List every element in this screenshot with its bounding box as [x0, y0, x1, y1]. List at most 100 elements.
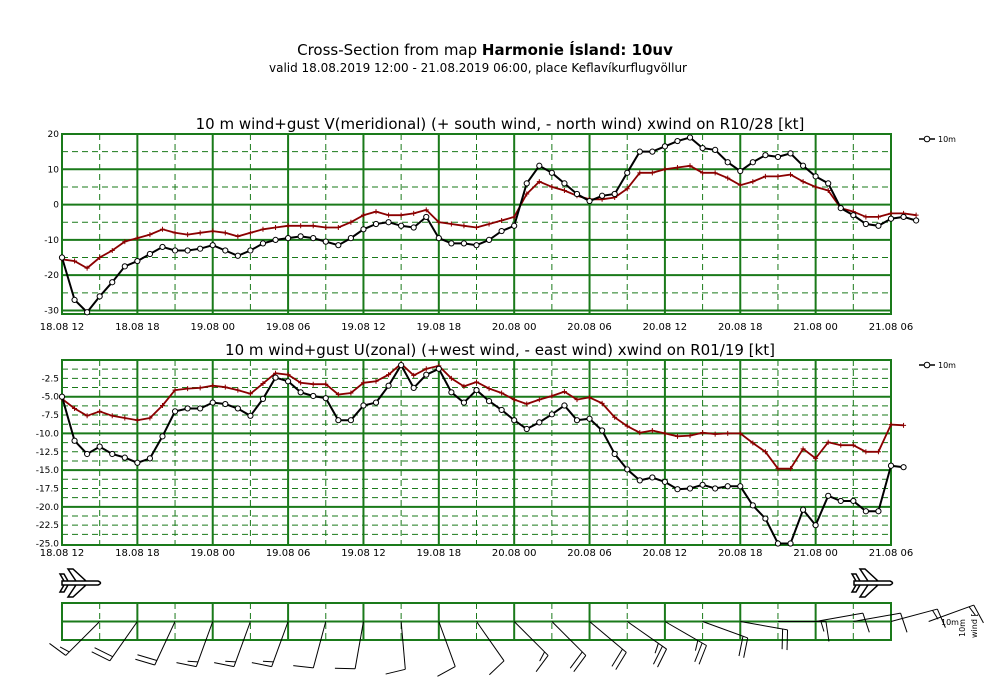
- wind10m-point: [109, 450, 116, 458]
- barb-feather: [820, 621, 825, 632]
- gust-point: [147, 415, 153, 421]
- barb-feather: [535, 655, 549, 673]
- gust-point: [423, 207, 429, 213]
- panel1-y-ticks: 20 10 0 -10 -20 -30: [44, 130, 59, 316]
- wind-barb: [777, 621, 830, 642]
- wind10m-point: [423, 213, 430, 221]
- gust-point: [109, 247, 115, 253]
- gust-point: [750, 440, 756, 446]
- barb-feather: [539, 651, 546, 662]
- wind10m-point: [259, 240, 267, 247]
- wind10m-point: [234, 252, 241, 259]
- y-tick-label: -10.0: [36, 429, 60, 439]
- x-tick-label: 20.08 12: [643, 322, 688, 333]
- wind10m-point: [435, 235, 442, 242]
- x-tick-label: 21.08 06: [869, 322, 914, 333]
- gust-point: [323, 225, 329, 231]
- wind10m-point: [900, 213, 907, 221]
- gust-point: [260, 226, 266, 232]
- wind10m-point: [109, 279, 116, 286]
- wind10m-point: [511, 222, 518, 229]
- gust-point: [700, 170, 706, 176]
- wind10m-point: [523, 425, 530, 433]
- panel2-x-ticks: 18.08 12 18.08 18 19.08 00 19.08 06 19.08 12…: [40, 548, 914, 559]
- wind10m-point: [385, 219, 392, 226]
- wind10m-point: [548, 169, 555, 176]
- x-tick-label: 21.08 00: [793, 322, 838, 333]
- barb-feather: [94, 647, 113, 658]
- wind10m-point: [712, 146, 719, 153]
- wind10m-point: [548, 411, 555, 418]
- wind-barb: [589, 621, 627, 670]
- barb-shaft: [65, 621, 101, 656]
- barb-feather: [135, 658, 155, 666]
- panel3-legend-label: 10m: [941, 618, 959, 627]
- gust-point: [134, 235, 140, 241]
- y-tick-label: -30: [44, 306, 59, 316]
- y-tick-label: -10: [44, 236, 59, 246]
- y-tick-label: -25.0: [36, 540, 60, 550]
- wind10m-point: [724, 159, 731, 166]
- wind10m-point: [812, 522, 819, 529]
- gust-point: [788, 466, 794, 472]
- gust-point: [813, 184, 819, 190]
- barb-feather: [738, 636, 744, 657]
- wind10m-point: [485, 236, 493, 243]
- barb-shaft: [626, 621, 667, 650]
- gust-point: [348, 219, 354, 225]
- wind10m-point: [599, 192, 606, 199]
- wind10m-point: [586, 197, 593, 205]
- gust-point: [888, 210, 894, 216]
- wind10m-point: [146, 455, 154, 462]
- gust-point: [474, 379, 479, 385]
- gust-point: [386, 212, 392, 218]
- wind10m-point: [159, 433, 166, 440]
- gust-point: [561, 389, 567, 395]
- wind-barb: [135, 621, 176, 666]
- gust-point: [775, 466, 781, 472]
- wind10m-point: [636, 477, 643, 484]
- x-tick-label: 19.08 06: [266, 548, 311, 559]
- gust-point: [109, 413, 115, 419]
- legend-label: 10m: [938, 135, 956, 144]
- gust-point: [159, 226, 165, 232]
- gust-point: [901, 422, 907, 428]
- barb-feather: [573, 655, 587, 673]
- wind10m-point: [398, 222, 405, 229]
- wind10m-point: [71, 296, 78, 303]
- wind10m-point: [498, 406, 505, 414]
- wind10m-point: [247, 412, 254, 419]
- wind10m-point: [347, 235, 354, 242]
- wind10m-point: [410, 224, 417, 231]
- gust-point: [637, 170, 643, 176]
- figure-title: Cross-Section from map Harmonie Ísland: …: [297, 40, 673, 59]
- barb-feather: [293, 665, 314, 669]
- wind-barb: [214, 621, 251, 668]
- wind10m-point: [498, 227, 505, 235]
- barb-feather: [437, 666, 456, 677]
- barb-shaft: [354, 621, 364, 669]
- gust-point: [172, 387, 178, 393]
- wind-barb: [437, 621, 456, 677]
- wind10m-point: [297, 389, 304, 396]
- y-tick-label: -15.0: [36, 466, 60, 476]
- wind10m-point: [423, 371, 430, 378]
- wind10m-point: [649, 148, 656, 155]
- x-tick-label: 19.08 00: [190, 548, 235, 559]
- wind10m-point: [485, 398, 493, 405]
- wind10m-point: [259, 395, 267, 403]
- wind10m-point: [197, 405, 204, 412]
- gust-point: [662, 430, 668, 436]
- gust-point: [448, 221, 454, 227]
- wind10m-point: [799, 506, 807, 513]
- gust-point: [863, 449, 869, 455]
- gust-point: [298, 380, 304, 386]
- gust-point: [913, 212, 919, 218]
- gust-point: [436, 219, 442, 225]
- barb-shaft: [853, 612, 901, 622]
- barb-feather: [781, 628, 784, 650]
- wind10m-point: [686, 485, 694, 492]
- gust-point: [674, 433, 680, 439]
- x-tick-label: 19.08 18: [417, 322, 462, 333]
- wind10m-point: [611, 190, 618, 198]
